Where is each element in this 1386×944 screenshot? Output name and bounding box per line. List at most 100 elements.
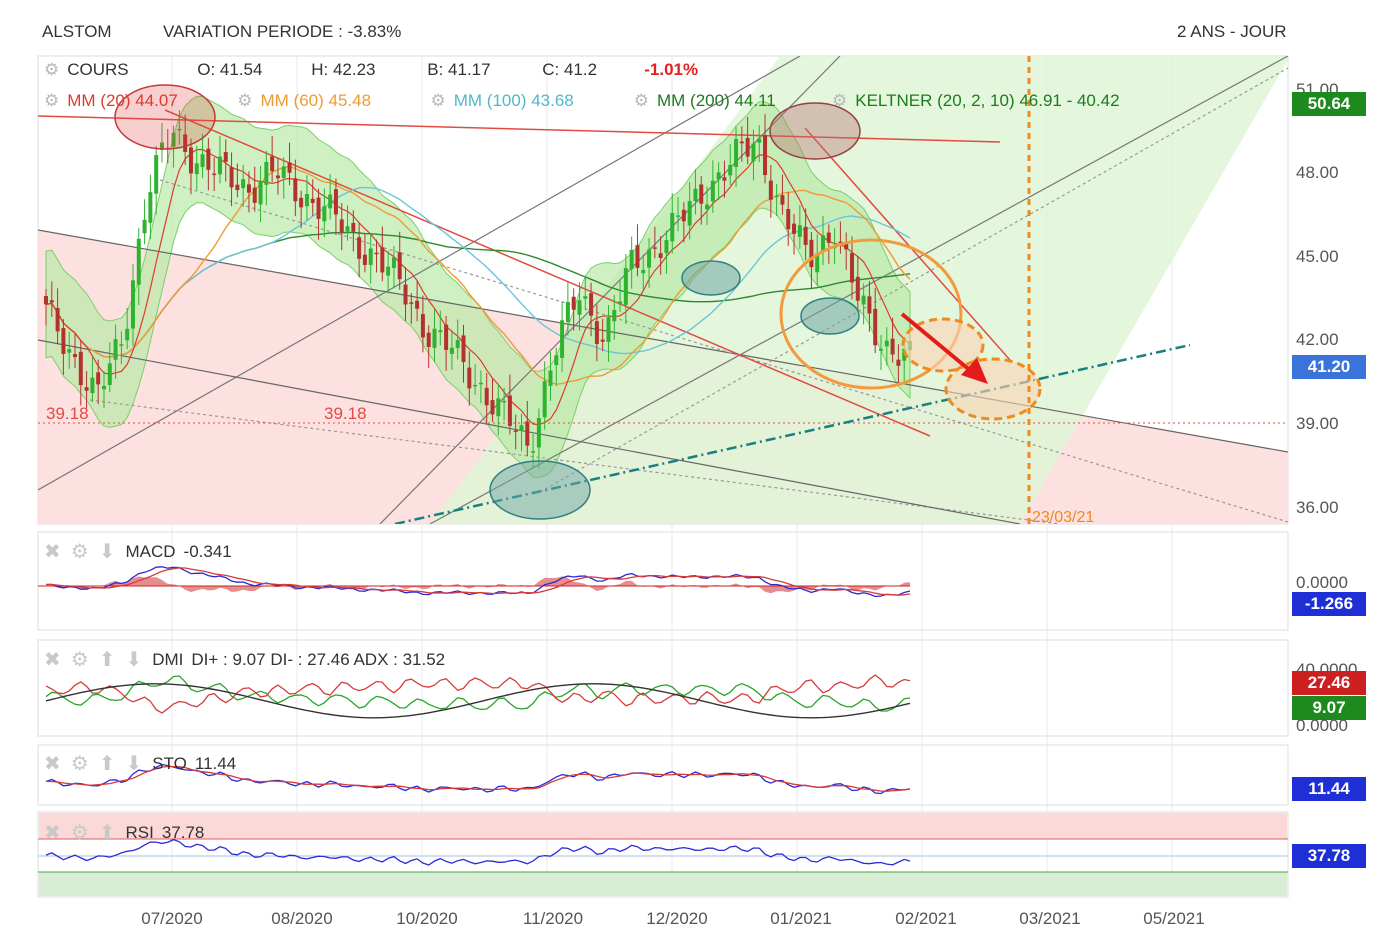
- gear-icon[interactable]: ⚙: [70, 753, 89, 775]
- candle-body: [728, 164, 733, 176]
- keltner-label: KELTNER (20, 2, 10) 46.91 - 40.42: [855, 91, 1120, 110]
- x-tick: 03/2021: [1019, 909, 1080, 928]
- close-icon[interactable]: ✖: [44, 541, 61, 563]
- candle-body: [403, 284, 408, 305]
- arrow-up-icon[interactable]: ⬆: [98, 649, 116, 671]
- gear-icon[interactable]: ⚙: [44, 60, 60, 79]
- arrow-up-icon[interactable]: ⬆: [98, 753, 116, 775]
- candle-body: [705, 204, 710, 210]
- ohlc-legend: ⚙ COURS O: 41.54 H: 42.23 B: 41.17 C: 41…: [44, 60, 710, 80]
- candle-body: [380, 247, 385, 273]
- candle-body: [583, 296, 588, 299]
- gear-icon[interactable]: ⚙: [237, 91, 253, 110]
- candle-body: [670, 212, 675, 242]
- candle-body: [200, 154, 205, 168]
- candle-body: [293, 178, 298, 202]
- candle-body: [229, 167, 234, 188]
- candle-body: [687, 201, 692, 226]
- candle-body: [119, 344, 124, 346]
- gear-icon[interactable]: ⚙: [70, 822, 89, 844]
- candle-body: [78, 351, 83, 386]
- candle-body: [351, 222, 356, 232]
- candle-body: [658, 253, 663, 259]
- candle-body: [502, 400, 507, 403]
- gear-icon[interactable]: ⚙: [44, 91, 60, 110]
- price-tick: 45.00: [1296, 247, 1339, 266]
- gear-icon[interactable]: ⚙: [70, 649, 89, 671]
- mm20-label: MM (20) 44.07: [67, 91, 178, 110]
- candle-body: [444, 324, 449, 350]
- candle-body: [438, 330, 443, 333]
- close-icon[interactable]: ✖: [44, 649, 61, 671]
- gear-icon[interactable]: ⚙: [633, 91, 649, 110]
- candle-body: [246, 184, 251, 193]
- change-value: -1.01%: [644, 60, 699, 79]
- candle-body: [101, 385, 106, 390]
- candle-body: [49, 300, 54, 303]
- period-label[interactable]: 2 ANS - JOUR: [1177, 22, 1287, 41]
- macd-panel: [37, 531, 1289, 631]
- price-axis: 51.00 48.00 45.00 42.00 39.00 36.00: [1296, 80, 1339, 517]
- arrow-up-icon[interactable]: ⬆: [98, 822, 116, 844]
- candle-body: [884, 340, 889, 347]
- candle-body: [490, 400, 495, 415]
- candle-body: [270, 156, 275, 172]
- red-resistance-line: [38, 115, 1001, 143]
- gear-icon[interactable]: ⚙: [430, 91, 446, 110]
- candle-body: [177, 128, 182, 131]
- candle-body: [693, 188, 698, 202]
- candle-body: [641, 269, 646, 274]
- candle-body: [571, 296, 576, 310]
- candle-body: [333, 189, 338, 215]
- gear-icon[interactable]: ⚙: [832, 91, 848, 110]
- close-icon[interactable]: ✖: [44, 753, 61, 775]
- close-icon[interactable]: ✖: [44, 822, 61, 844]
- level-label-left: 39.18: [46, 404, 89, 423]
- arrow-down-icon[interactable]: ⬇: [125, 649, 143, 671]
- candle-body: [792, 223, 797, 234]
- candle-body: [304, 194, 309, 207]
- arrow-down-icon[interactable]: ⬇: [98, 541, 116, 563]
- candle-body: [142, 219, 147, 234]
- candle-body: [734, 139, 739, 168]
- gear-icon[interactable]: ⚙: [70, 541, 89, 563]
- candle-body: [629, 249, 634, 270]
- top-left-ellipse: [114, 84, 216, 150]
- cours-label: COURS: [67, 60, 129, 79]
- candle-body: [722, 177, 727, 181]
- candle-body: [635, 245, 640, 268]
- candle-body: [374, 252, 379, 255]
- candle-body: [235, 184, 240, 191]
- candle-body: [821, 235, 826, 252]
- x-tick: 01/2021: [770, 909, 831, 928]
- dotted-descending-line: [159, 179, 1288, 523]
- candle-body: [322, 206, 327, 222]
- x-tick: 10/2020: [396, 909, 457, 928]
- red-arrow-head: [961, 358, 988, 384]
- candle-body: [188, 147, 193, 174]
- candle-body: [745, 137, 750, 157]
- arrow-down-icon[interactable]: ⬇: [125, 753, 143, 775]
- candle-body: [217, 156, 222, 175]
- price-last-badge: 41.20: [1292, 355, 1366, 379]
- candle-body: [432, 328, 437, 348]
- candle-body: [223, 152, 228, 162]
- candle-body: [861, 295, 866, 305]
- dmi-label: DMI: [152, 649, 184, 669]
- candle-body: [84, 387, 89, 391]
- macd-histogram: [38, 576, 910, 594]
- mm100-label: MM (100) 43.68: [453, 91, 574, 110]
- candle-body: [113, 339, 118, 360]
- candle-body: [461, 335, 466, 363]
- green-channel-mid-line: [539, 67, 1288, 493]
- candle-body: [154, 155, 159, 194]
- candle-body: [803, 226, 808, 245]
- candle-body: [212, 173, 217, 176]
- x-tick: 05/2021: [1143, 909, 1204, 928]
- macd-header: ✖ ⚙ ⬇ MACD -0.341: [44, 539, 232, 564]
- open-value: O: 41.54: [197, 60, 263, 79]
- candle-body: [467, 367, 472, 389]
- dotted-descending-line-2: [89, 399, 1061, 524]
- candle-body: [415, 300, 420, 309]
